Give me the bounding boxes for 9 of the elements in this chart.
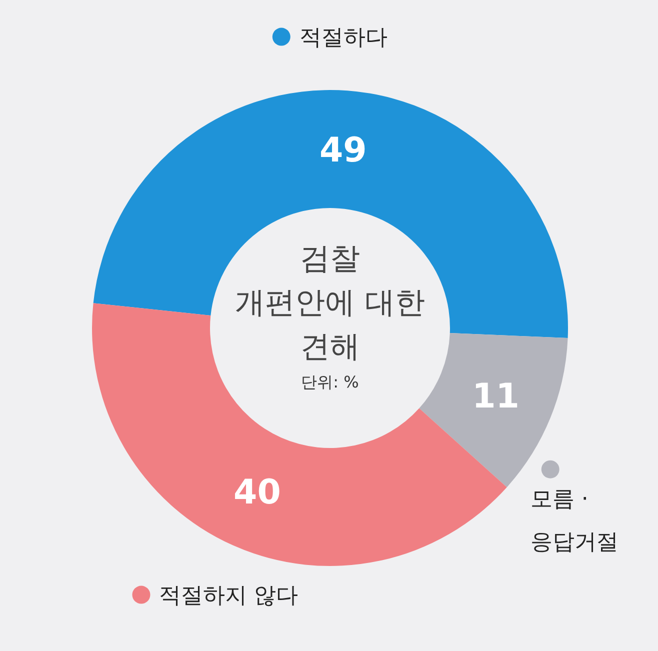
data-label: 49 — [319, 130, 367, 170]
data-label: 40 — [234, 472, 281, 512]
legend-label: 적절하다 — [299, 25, 388, 50]
donut-slice — [419, 333, 568, 488]
text: 단위: % — [301, 372, 359, 392]
legend-label: 적절하지 않다 — [159, 583, 298, 608]
data-label: 11 — [472, 376, 520, 417]
slice-label: 모름 · 응답거절 — [530, 487, 618, 556]
text: 검찰 개편안에 대한 견해 — [235, 242, 425, 364]
